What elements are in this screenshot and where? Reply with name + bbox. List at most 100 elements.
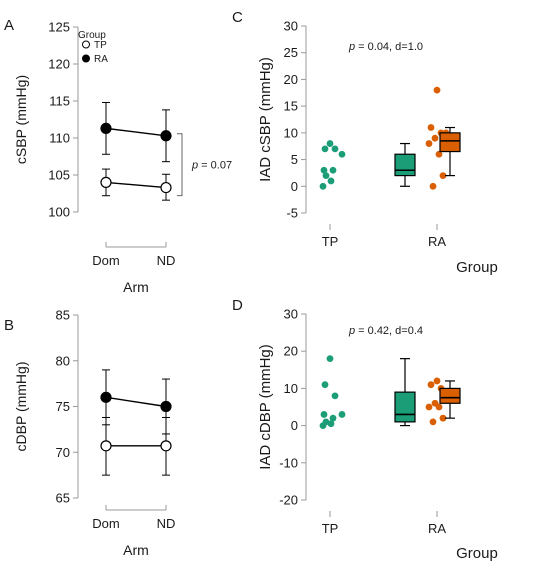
box [394,391,416,423]
legend-title: Group [78,30,106,41]
y-tick-label: 10 [284,381,298,396]
data-point [431,134,439,142]
data-point [320,166,328,174]
y-axis-label: cDBP (mmHg) [13,362,29,452]
y-tick-label: 15 [284,99,298,114]
x-tick-label: TP [322,234,339,249]
data-point [100,122,112,134]
legend-entry: TP [94,40,107,51]
points-tp [319,140,346,190]
data-point [327,177,335,185]
y-tick-label: 80 [56,353,70,368]
x-tick-label: ND [157,253,176,268]
x-tick-label: ND [157,516,176,531]
series-tp [100,168,172,201]
significance-bracket [177,133,183,197]
y-tick-label: -20 [279,493,298,508]
data-point [427,381,435,389]
y-axis-label: cSBP (mmHg) [13,75,29,164]
data-point [435,150,443,158]
legend-entry: RA [94,54,108,65]
data-point [439,414,447,422]
points-tp [319,355,346,429]
data-point [338,411,346,418]
y-axis-label: IAD cSBP (mmHg) [257,57,274,182]
data-point [327,420,335,428]
p-value-annotation: p = 0.07 [191,160,232,172]
y-tick-label: 30 [284,19,298,34]
series-line [105,181,167,189]
panel-letter-c: C [232,9,243,26]
data-point [329,414,337,422]
y-tick-label: 30 [284,307,298,322]
series-ra [100,101,172,163]
panel-d-chart: -20 -10 0 10 20 30 IAD cDBP (mmHg) TP RA Group p =… [257,307,498,563]
x-tick-label: RA [428,234,446,249]
panel-letter-a: A [4,17,14,34]
y-tick-label: 5 [291,152,298,167]
data-point [160,181,172,194]
data-point [322,172,330,180]
box [394,153,416,177]
legend-marker [82,54,90,63]
y-tick-label: 70 [56,445,70,460]
data-point [429,418,437,426]
panel-letter-b: B [4,317,14,334]
boxplot-ra [439,126,461,177]
boxplot-tp [394,142,416,187]
data-point [331,392,339,400]
y-tick-label: 0 [291,179,298,194]
panel-c-chart: -5 0 5 10 15 20 25 30 IAD cSBP (mmHg) TP RA Group p … [257,19,498,277]
data-point [433,377,441,385]
y-tick-label: 100 [48,205,70,220]
y-tick-label: 65 [56,491,70,506]
x-axis-label: Group [456,259,498,276]
data-point [329,166,337,174]
panel-letter-d: D [232,297,243,314]
data-point [435,403,443,411]
boxplot-tp [394,358,416,427]
x-tick-label: RA [428,521,446,536]
x-axis-label: Arm [123,279,149,295]
y-tick-label: 10 [284,125,298,140]
data-point [427,124,435,131]
y-tick-label: 20 [284,344,298,359]
data-point [160,130,172,142]
x-tick-label: TP [322,521,339,536]
y-tick-label: 25 [284,45,298,60]
data-point [160,440,172,452]
y-tick-label: 120 [48,57,70,72]
y-tick-label: 115 [49,94,70,109]
data-point [100,391,112,403]
data-point [321,145,329,153]
data-point [429,182,437,190]
data-point [319,422,327,429]
data-point [331,145,339,153]
boxplot-ra [439,380,461,419]
data-point [425,140,433,147]
data-point [326,355,334,363]
y-tick-label: 125 [48,20,70,35]
panel-b-chart: 65 70 75 80 85 Dom ND Arm cDBP (mmHg) [13,308,175,559]
legend-marker [82,40,90,49]
series-line [105,396,167,408]
y-tick-label: 105 [48,168,70,183]
panel-a-chart: 100 105 110 115 120 125 Dom ND Arm cSBP (mmHg) Gro… [13,20,232,296]
y-tick-label: -5 [286,206,298,221]
data-point [326,140,334,147]
p-value-annotation: p = 0.04, d=1.0 [348,41,423,53]
box [439,132,461,153]
series-tp [100,416,172,476]
y-tick-label: 110 [49,131,70,146]
data-point [160,400,172,413]
x-tick-label: Dom [92,253,119,268]
data-point [100,176,112,188]
y-tick-label: 20 [284,72,298,87]
data-point [425,403,433,411]
y-axis-label: IAD cDBP (mmHg) [257,344,274,470]
y-tick-label: -10 [279,455,298,470]
series-line [105,127,167,137]
series-ra [100,369,172,435]
